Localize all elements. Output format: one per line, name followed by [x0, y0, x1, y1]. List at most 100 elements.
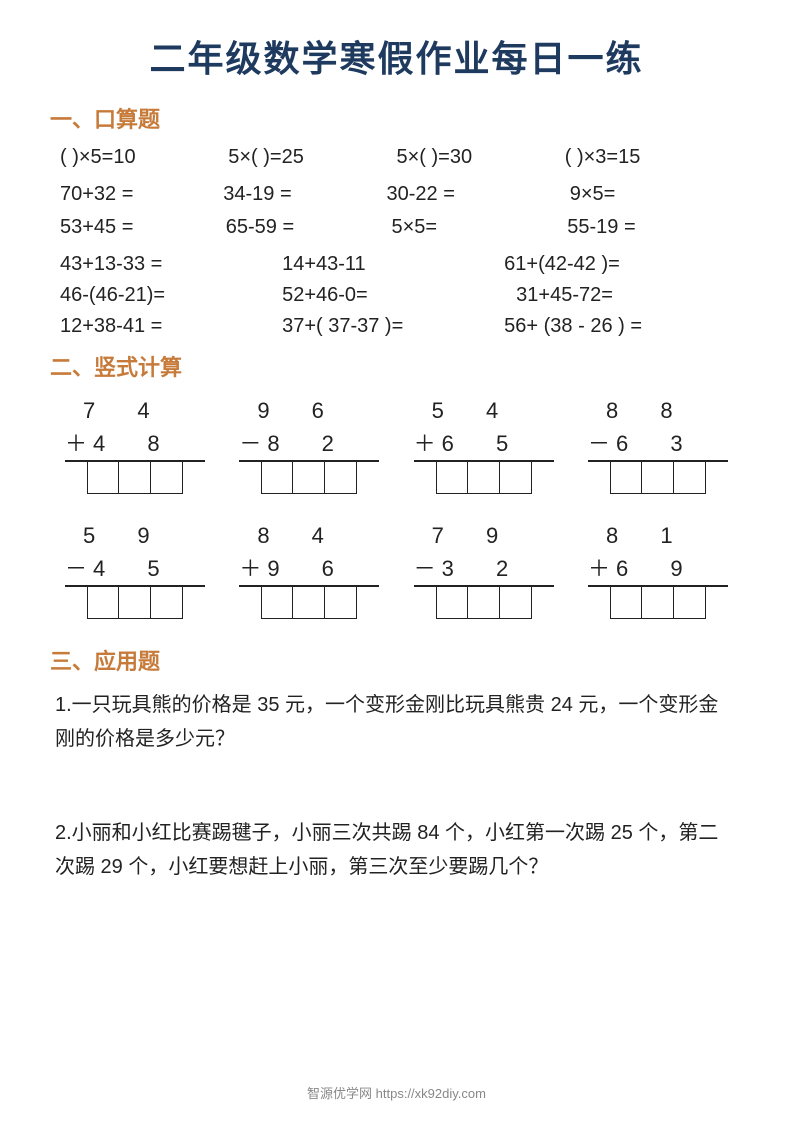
vp-bottom: ＋ 6 9 [588, 552, 728, 587]
vp-digits: 9 6 [267, 552, 352, 585]
vertical-problem: 7 4 ＋ 4 8 [65, 394, 205, 494]
answer-box[interactable] [261, 585, 293, 619]
vp-operator: － [239, 427, 267, 460]
problem: ( )×5=10 [60, 146, 228, 169]
vp-bottom: ＋ 6 5 [414, 427, 554, 462]
vp-operator: ＋ [588, 552, 616, 585]
answer-box[interactable] [610, 585, 642, 619]
section3-heading: 三、应用题 [50, 644, 743, 676]
problem: ( )×3=15 [565, 146, 733, 169]
answer-box[interactable] [468, 460, 500, 494]
answer-boxes [414, 585, 554, 619]
vp-bottom: － 8 2 [239, 427, 379, 462]
answer-box[interactable] [325, 460, 357, 494]
problem: 31+45-72= [504, 284, 733, 307]
vp-operator: ＋ [414, 427, 442, 460]
vp-top: 8 4 [239, 519, 379, 552]
answer-box[interactable] [500, 585, 532, 619]
vp-bottom: ＋ 9 6 [239, 552, 379, 587]
vp-digits: 4 5 [93, 552, 178, 585]
vertical-row-2: 5 9 － 4 5 8 4 ＋ 9 6 7 9 － 3 2 [50, 519, 743, 619]
vertical-problem: 5 4 ＋ 6 5 [414, 394, 554, 494]
mental-row-1: ( )×5=10 5×( )=25 5×( )=30 ( )×3=15 [50, 146, 743, 169]
mental-row-2: 70+32 = 34-19 = 30-22 = 9×5= [50, 183, 743, 206]
problem: 43+13-33 = [60, 253, 282, 276]
vp-operator: ＋ [239, 552, 267, 585]
answer-box[interactable] [468, 585, 500, 619]
problem: 5×( )=30 [397, 146, 565, 169]
problem: 30-22 = [387, 183, 550, 206]
problem: 52+46-0= [282, 284, 504, 307]
vp-top: 8 1 [588, 519, 728, 552]
answer-box[interactable] [436, 460, 468, 494]
vp-bottom: － 4 5 [65, 552, 205, 587]
vp-operator: ＋ [65, 427, 93, 460]
vp-top: 5 9 [65, 519, 205, 552]
answer-box[interactable] [325, 585, 357, 619]
mental-row-4: 43+13-33 = 14+43-11 61+(42-42 )= [50, 253, 743, 276]
vp-digits: 3 2 [442, 552, 527, 585]
answer-box[interactable] [293, 460, 325, 494]
answer-boxes [588, 460, 728, 494]
vp-digits: 8 2 [267, 427, 352, 460]
vp-digits: 6 5 [442, 427, 527, 460]
problem: 5×( )=25 [228, 146, 396, 169]
vp-bottom: － 3 2 [414, 552, 554, 587]
problem: 37+( 37-37 )= [282, 315, 504, 338]
problem: 61+(42-42 )= [504, 253, 733, 276]
vertical-row-1: 7 4 ＋ 4 8 9 6 － 8 2 5 4 ＋ 6 5 [50, 394, 743, 494]
vp-top: 9 6 [239, 394, 379, 427]
answer-box[interactable] [261, 460, 293, 494]
mental-row-5: 46-(46-21)= 52+46-0= 31+45-72= [50, 284, 743, 307]
answer-box[interactable] [642, 585, 674, 619]
answer-box[interactable] [87, 585, 119, 619]
vp-operator: － [414, 552, 442, 585]
vertical-problem: 8 8 － 6 3 [588, 394, 728, 494]
vertical-problem: 5 9 － 4 5 [65, 519, 205, 619]
problem: 70+32 = [60, 183, 223, 206]
problem: 65-59 = [226, 216, 392, 239]
answer-box[interactable] [642, 460, 674, 494]
answer-box[interactable] [674, 460, 706, 494]
vp-top: 5 4 [414, 394, 554, 427]
answer-boxes [65, 460, 205, 494]
answer-boxes [414, 460, 554, 494]
vertical-problem: 8 1 ＋ 6 9 [588, 519, 728, 619]
vp-operator: － [588, 427, 616, 460]
vertical-problem: 8 4 ＋ 9 6 [239, 519, 379, 619]
answer-box[interactable] [674, 585, 706, 619]
answer-box[interactable] [500, 460, 532, 494]
problem: 12+38-41 = [60, 315, 282, 338]
mental-row-3: 53+45 = 65-59 = 5×5= 55-19 = [50, 216, 743, 239]
word-problem-2: 2.小丽和小红比赛踢毽子，小丽三次共踢 84 个，小红第一次踢 25 个，第二次… [50, 816, 743, 884]
problem: 53+45 = [60, 216, 226, 239]
answer-box[interactable] [151, 460, 183, 494]
section1-heading: 一、口算题 [50, 102, 743, 134]
answer-boxes [239, 460, 379, 494]
answer-box[interactable] [119, 460, 151, 494]
vertical-problem: 9 6 － 8 2 [239, 394, 379, 494]
vp-operator: － [65, 552, 93, 585]
vp-top: 7 9 [414, 519, 554, 552]
problem: 46-(46-21)= [60, 284, 282, 307]
answer-box[interactable] [119, 585, 151, 619]
answer-box[interactable] [151, 585, 183, 619]
vp-top: 7 4 [65, 394, 205, 427]
answer-box[interactable] [87, 460, 119, 494]
vp-bottom: － 6 3 [588, 427, 728, 462]
answer-boxes [239, 585, 379, 619]
vp-digits: 6 9 [616, 552, 701, 585]
section2-heading: 二、竖式计算 [50, 350, 743, 382]
vp-digits: 6 3 [616, 427, 701, 460]
problem: 34-19 = [223, 183, 386, 206]
answer-box[interactable] [610, 460, 642, 494]
footer-text: 智源优学网 https://xk92diy.com [0, 1083, 793, 1102]
vertical-problem: 7 9 － 3 2 [414, 519, 554, 619]
answer-boxes [588, 585, 728, 619]
problem: 55-19 = [557, 216, 733, 239]
answer-box[interactable] [293, 585, 325, 619]
answer-box[interactable] [436, 585, 468, 619]
word-problem-1: 1.一只玩具熊的价格是 35 元，一个变形金刚比玩具熊贵 24 元，一个变形金刚… [50, 688, 743, 756]
vp-bottom: ＋ 4 8 [65, 427, 205, 462]
page-title: 二年级数学寒假作业每日一练 [50, 30, 743, 82]
